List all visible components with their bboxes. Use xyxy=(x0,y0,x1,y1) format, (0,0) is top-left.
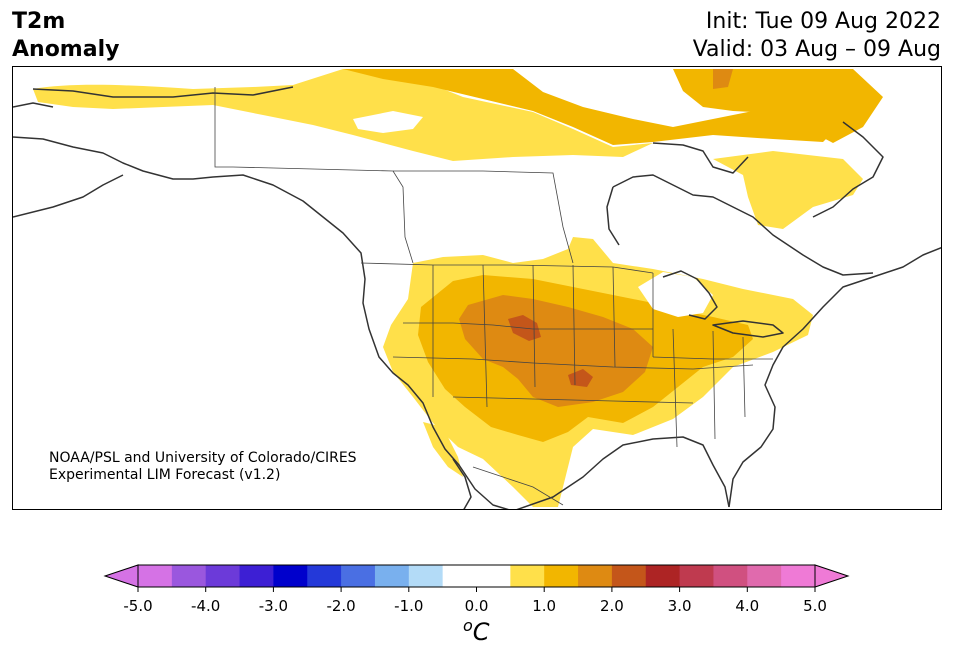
coastlines xyxy=(13,86,941,509)
colorbar-tick-label: 4.0 xyxy=(735,597,760,615)
colorbar-cell xyxy=(476,565,511,587)
neutral-areas xyxy=(353,111,713,317)
attribution-line1: NOAA/PSL and University of Colorado/CIRE… xyxy=(49,450,357,466)
colorbar-tick-label: -2.0 xyxy=(326,597,356,615)
colorbar-over-arrow xyxy=(814,564,850,588)
anomaly-level-4 xyxy=(508,315,593,387)
attribution: NOAA/PSL and University of Colorado/CIRE… xyxy=(49,450,357,484)
colorbar-tick-label: -3.0 xyxy=(258,597,289,615)
colorbar-tick-label: -1.0 xyxy=(394,597,424,615)
unit-letter: C xyxy=(472,618,490,646)
colorbar-cell xyxy=(578,565,613,587)
anomaly-level-3 xyxy=(459,69,733,407)
colorbar-tick-label: 5.0 xyxy=(803,597,827,615)
colorbar-cell xyxy=(408,565,444,587)
colorbar-tick-label: 0.0 xyxy=(464,597,489,615)
colorbar xyxy=(103,564,850,592)
colorbar-unit: oC xyxy=(463,616,490,646)
colorbar-tick-label: -5.0 xyxy=(123,597,153,615)
map-dates: Init: Tue 09 Aug 2022 Valid: 03 Aug – 09… xyxy=(693,8,941,64)
colorbar-cell xyxy=(374,565,410,587)
colorbar-cell xyxy=(307,565,342,587)
colorbar-ticks xyxy=(137,587,816,592)
init-date: Init: Tue 09 Aug 2022 xyxy=(705,9,941,34)
colorbar-cell xyxy=(171,565,207,587)
attribution-line2: Experimental LIM Forecast (v1.2) xyxy=(49,467,281,483)
anomaly-map xyxy=(13,69,941,509)
colorbar-cell xyxy=(205,565,241,587)
colorbar-cell xyxy=(239,565,274,587)
valid-date-range: Valid: 03 Aug – 09 Aug xyxy=(692,37,941,62)
colorbar-cell xyxy=(273,565,308,587)
colorbar-cell xyxy=(781,565,816,587)
colorbar-cell xyxy=(747,565,782,587)
colorbar-cell xyxy=(138,565,173,587)
colorbar-cells xyxy=(138,565,816,587)
colorbar-cell xyxy=(611,565,647,587)
map-panel xyxy=(12,66,942,510)
unit-degree: o xyxy=(463,616,473,635)
colorbar-tick-label: 3.0 xyxy=(667,597,692,615)
map-title: T2m Anomaly xyxy=(12,8,119,64)
colorbar-cell xyxy=(645,565,681,587)
colorbar-cell xyxy=(679,565,714,587)
colorbar-tick-label: 2.0 xyxy=(599,597,624,615)
title-variable-line2: Anomaly xyxy=(12,37,120,62)
title-variable-line1: T2m xyxy=(12,9,66,34)
colorbar-cell xyxy=(544,565,579,587)
colorbar-cell xyxy=(442,565,477,587)
colorbar-tick-label: -4.0 xyxy=(191,597,221,615)
colorbar-under-arrow xyxy=(103,564,139,588)
colorbar-cell xyxy=(510,565,545,587)
political-borders xyxy=(214,87,773,506)
colorbar-tick-label: 1.0 xyxy=(532,597,557,615)
colorbar-cell xyxy=(341,565,376,587)
colorbar-cell xyxy=(713,565,748,587)
